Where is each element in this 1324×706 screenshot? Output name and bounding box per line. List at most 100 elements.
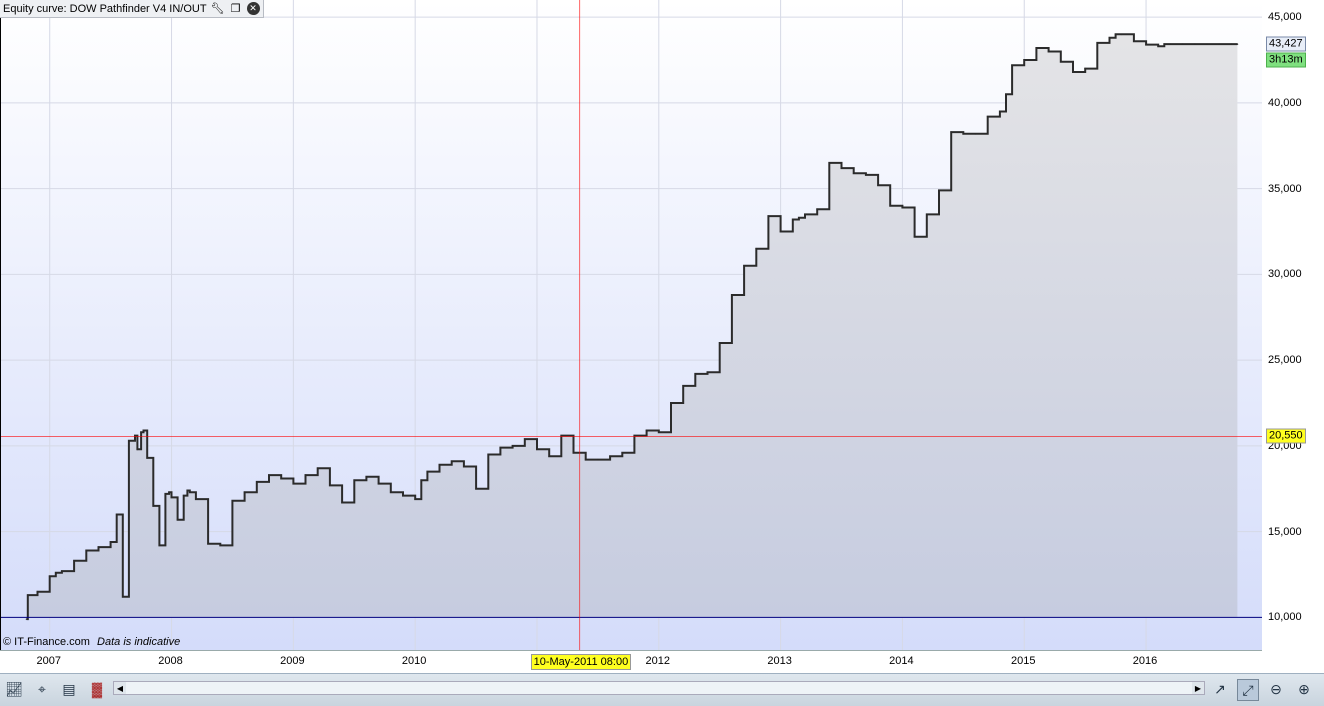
equity-point	[865, 174, 867, 176]
equity-point	[316, 467, 319, 470]
chart-settings-icon[interactable]: 📈︎	[5, 680, 23, 697]
equity-point	[779, 230, 782, 233]
x-tick-label: 2016	[1132, 655, 1158, 667]
equity-point	[487, 453, 490, 456]
x-tick-label: 2009	[280, 655, 305, 667]
equity-point	[840, 167, 843, 169]
equity-point	[950, 131, 952, 133]
equity-point	[109, 541, 112, 543]
equity-point	[524, 438, 526, 440]
equity-point	[97, 546, 100, 548]
equity-point	[706, 371, 709, 373]
equity-point	[463, 465, 465, 468]
equity-point	[128, 439, 130, 442]
equity-point	[1108, 36, 1111, 39]
equity-point	[536, 448, 538, 451]
equity-point	[268, 474, 270, 476]
equity-point	[1120, 33, 1123, 36]
equity-point	[938, 189, 940, 192]
equity-point	[852, 172, 855, 175]
close-icon[interactable]: ✕	[246, 2, 260, 15]
equity-point	[1163, 43, 1166, 45]
duration-tag: 3h13m	[1266, 52, 1306, 68]
equity-point	[974, 132, 977, 135]
x-tick-label: 2015	[1010, 655, 1036, 667]
equity-point	[377, 482, 380, 485]
y-tick-label: 35,000	[1268, 182, 1302, 195]
equity-point	[1145, 43, 1147, 46]
equity-point	[420, 479, 423, 482]
equity-point	[798, 217, 800, 219]
auto-scale-icon[interactable]: ↗	[1214, 680, 1226, 697]
scroll-right-icon[interactable]: ▶	[1192, 682, 1204, 694]
equity-point	[1023, 59, 1026, 61]
equity-point	[828, 162, 831, 164]
y-tick-label: 45,000	[1268, 11, 1302, 24]
equity-point	[329, 484, 331, 487]
equity-point	[1218, 43, 1220, 45]
x-tick-label: 2014	[889, 655, 914, 667]
x-tick-label: 2013	[767, 655, 792, 667]
crosshair-icon[interactable]: ⌖	[38, 680, 46, 697]
equity-point	[1206, 43, 1208, 45]
equity-point	[142, 429, 145, 432]
equity-point	[1047, 50, 1050, 53]
x-tick-label: 2007	[36, 655, 61, 667]
equity-point	[164, 493, 167, 495]
equity-point	[304, 474, 307, 476]
chart-plot-area[interactable]	[0, 0, 1263, 650]
horizontal-scrollbar[interactable]: ◀ ▶	[113, 681, 1205, 695]
cursor-date-tag: 10-May-2011 08:00	[530, 654, 632, 670]
equity-point	[152, 505, 155, 507]
equity-point	[1072, 71, 1074, 73]
equity-point	[475, 487, 477, 490]
equity-point	[694, 373, 697, 375]
equity-point	[438, 463, 441, 466]
zoom-in-icon[interactable]: ⊕	[1298, 680, 1310, 697]
equity-point	[1035, 47, 1038, 49]
equity-point	[55, 572, 57, 574]
equity-point	[341, 501, 343, 504]
y-tick-label: 10,000	[1268, 611, 1302, 624]
equity-point	[572, 451, 575, 454]
y-axis	[1262, 0, 1324, 650]
x-tick-label: 2012	[645, 655, 671, 667]
equity-point	[755, 247, 758, 250]
x-tick-label: 2010	[401, 655, 427, 667]
equity-point	[499, 446, 502, 449]
y-tick-label: 15,000	[1268, 525, 1302, 538]
equity-point	[511, 445, 514, 447]
wrench-icon[interactable]: 🔧︎	[210, 3, 225, 15]
equity-point	[73, 560, 75, 562]
last-value-tag: 43,427	[1266, 36, 1306, 52]
cursor-overlay	[1, 0, 1263, 650]
equity-series	[25, 33, 1239, 621]
equity-point	[986, 115, 989, 118]
equity-point	[1133, 40, 1135, 42]
equity-point	[280, 477, 282, 480]
equity-point	[390, 491, 392, 494]
equity-point	[962, 132, 965, 135]
equity-point	[731, 294, 733, 296]
equity-point	[621, 451, 624, 454]
y-tick-label: 30,000	[1268, 268, 1302, 281]
zoom-out-icon[interactable]: ⊖	[1270, 680, 1282, 697]
equity-point	[402, 494, 404, 497]
equity-point	[182, 494, 185, 497]
equity-point	[1181, 43, 1184, 45]
equity-point	[170, 496, 173, 499]
equity-point	[925, 213, 928, 216]
equity-point	[877, 184, 879, 187]
chart-credit: © IT-Finance.com Data is indicative	[3, 636, 180, 648]
equity-point	[682, 385, 684, 387]
zoom-fit-icon[interactable]: ⤢	[1237, 679, 1259, 701]
chart-title: Equity curve: DOW Pathfinder V4 IN/OUT	[3, 2, 207, 15]
equity-point	[426, 470, 429, 473]
indicators-icon[interactable]: ▓	[91, 681, 103, 697]
equity-point	[889, 205, 892, 207]
restore-window-icon[interactable]: ❐	[230, 3, 241, 15]
disclaimer-text: Data is indicative	[97, 636, 181, 648]
scroll-left-icon[interactable]: ◀	[114, 682, 126, 694]
data-table-icon[interactable]: ▤	[62, 680, 76, 697]
equity-point	[36, 590, 39, 593]
